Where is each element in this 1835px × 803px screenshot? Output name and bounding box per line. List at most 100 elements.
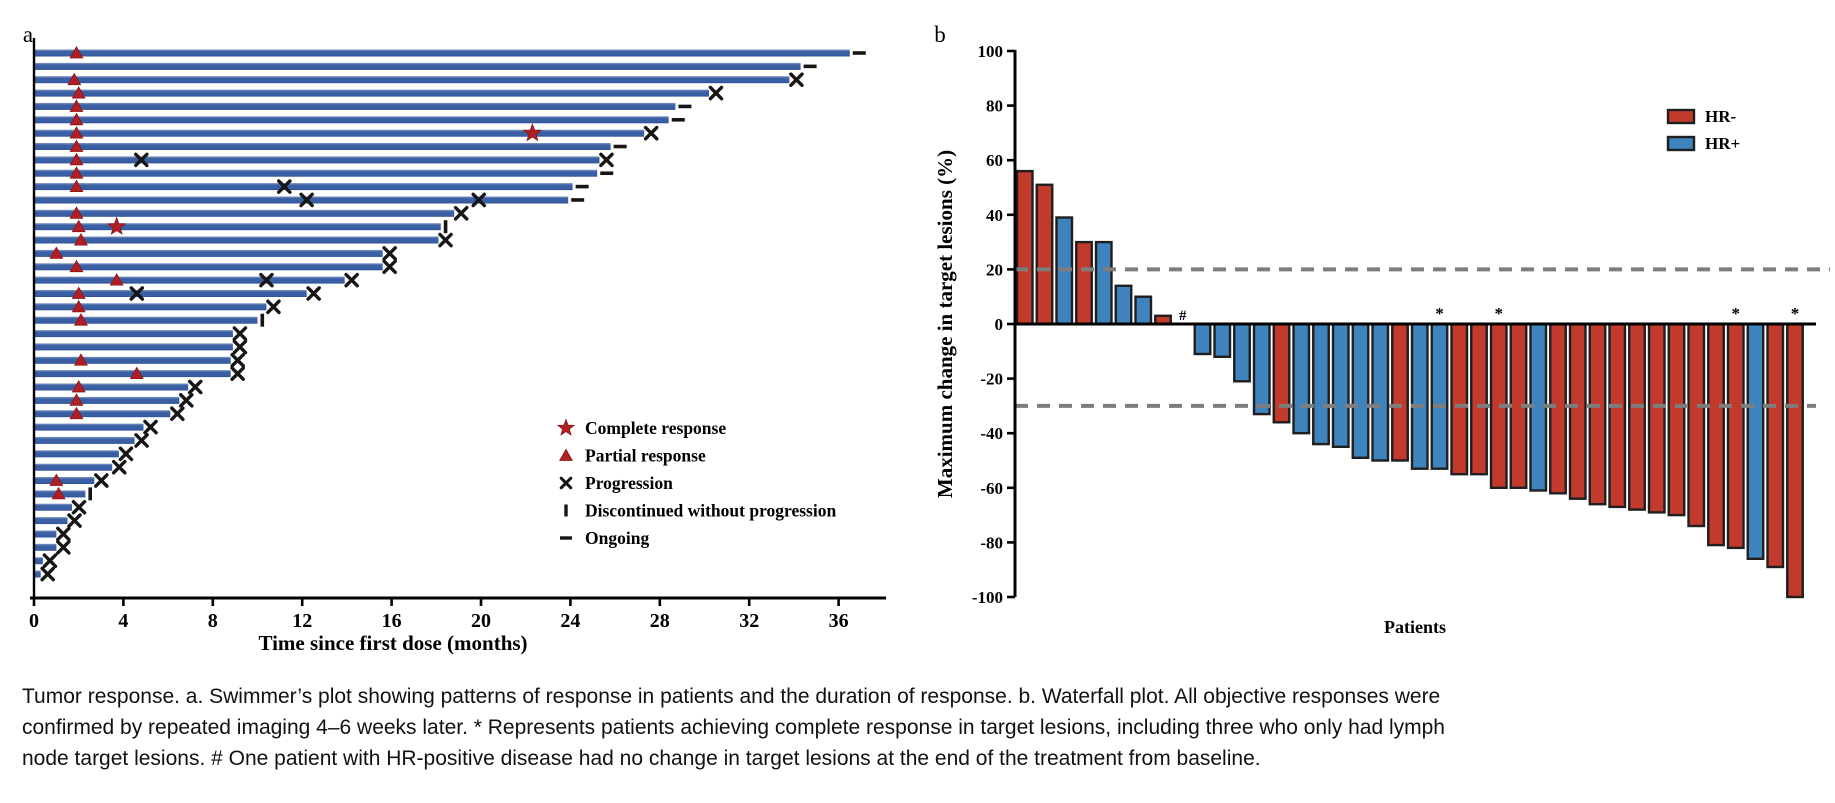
swimmer-bar [34,303,267,311]
waterfall-bar [1707,322,1725,547]
progression-x-icon [187,379,203,395]
panel-a-label: a [23,22,33,47]
discontinued-bar-icon [564,504,568,517]
waterfall-bar [1410,322,1429,470]
swimmer-bar [34,49,850,57]
partial-response-triangle-icon [71,379,86,393]
x-tick-label: 0 [29,610,39,632]
legend-label: HR- [1705,107,1737,126]
progression-x-icon [277,179,292,194]
waterfall-bar [1233,322,1251,383]
waterfall-bar [1647,322,1666,514]
discontinued-bar-icon [88,487,93,501]
swimmer-bar [34,436,135,444]
swimmer-bar [34,62,801,70]
partial-response-triangle-icon [69,166,84,179]
discontinued-bar-icon [260,313,265,327]
partial-response-triangle-icon [51,486,66,500]
swimmer-bar [34,410,171,418]
partial-response-triangle-icon [71,219,86,233]
swimmer-legend: Complete response Partial response Progres… [556,418,836,548]
swimmer-bar [34,450,119,458]
progression-x-icon [299,192,314,208]
swimmer-bar [34,196,569,204]
partial-response-triangle-icon [73,233,88,246]
progression-x-icon [559,476,573,490]
swimmer-rows [34,45,866,582]
swimmer-bar [34,276,345,284]
y-tick-label: 20 [986,260,1003,279]
waterfall-bar [1470,322,1488,476]
complete-response-asterisk: * [1791,304,1800,323]
y-tick-label: -100 [972,588,1003,607]
swimmer-bar [34,156,600,164]
swimmer-bar [34,396,180,404]
swimmer-bar [34,223,441,231]
progression-x-icon [266,299,281,315]
complete-response-star-icon [522,123,543,142]
waterfall-bar [1075,240,1093,326]
progression-x-icon [94,473,109,488]
swimmer-bar [34,503,72,511]
waterfall-bar [1252,322,1271,416]
x-tick-label: 12 [292,610,312,632]
waterfall-bar [1628,322,1646,511]
swimmer-bar [34,129,645,137]
waterfall-bar [1608,322,1627,509]
x-axis-title: Patients [1384,617,1446,637]
partial-response-triangle-icon [109,273,124,286]
swimmer-bar [34,356,231,364]
swimmer-bar [34,209,455,217]
y-tick-label: -40 [980,424,1003,443]
complete-response-asterisk: * [1495,304,1504,323]
progression-x-icon [134,433,149,448]
swimmer-bar [34,543,57,551]
waterfall-bar [1371,322,1390,462]
progression-x-icon [42,553,58,568]
y-axis-title: Maximum change in target lesions (%) [933,150,957,498]
legend-swatch [1666,108,1696,125]
partial-response-triangle-icon [69,206,84,219]
x-tick-label: 8 [208,610,218,632]
caption-line-3: node target lesions. # One patient with … [22,747,1261,770]
swimmer-bar [34,530,57,538]
swimmer-bar [34,249,383,257]
progression-x-icon [111,459,127,475]
waterfall-bar [1035,183,1054,326]
swimmer-bar [34,463,113,471]
legend-label: Complete response [585,418,726,438]
waterfall-bar [1726,322,1745,550]
partial-response-triangle-icon [69,393,84,406]
ongoing-dash-icon [803,64,817,69]
waterfall-bar [1193,322,1212,356]
swimmer-bar [34,517,68,525]
panel-b-label: b [934,22,946,47]
legend-label: Ongoing [585,528,649,548]
x-tick-label: 32 [739,610,759,632]
swimmer-bar [34,570,41,578]
waterfall-bar [1312,322,1330,446]
partial-response-triangle-icon [49,246,64,259]
complete-response-asterisk: * [1435,304,1444,323]
complete-response-star-icon [556,418,576,436]
progression-x-icon [230,366,245,381]
legend-label: Progression [585,473,673,493]
x-axis-title: Time since first dose (months) [258,631,527,655]
partial-response-triangle-icon [69,406,84,420]
swimmer-bar [34,76,790,84]
caption-line-2: confirmed by repeated imaging 4–6 weeks … [22,716,1445,739]
progression-x-icon [643,125,659,141]
progression-x-icon [129,286,145,301]
waterfall-legend: HR- HR+ [1666,107,1740,153]
ongoing-dash-icon [613,144,627,149]
ongoing-dash-icon [600,171,614,176]
partial-response-triangle-icon [69,179,84,193]
progression-x-icon [232,326,248,341]
progression-x-icon [599,152,614,168]
swimmer-plot: a 0 4 8 12 16 20 24 28 32 36 Time since first dose … [23,22,886,655]
ongoing-dash-icon [571,198,585,202]
progression-x-icon [471,192,487,208]
ongoing-dash-icon [852,51,866,55]
waterfall-bar [1351,322,1370,460]
